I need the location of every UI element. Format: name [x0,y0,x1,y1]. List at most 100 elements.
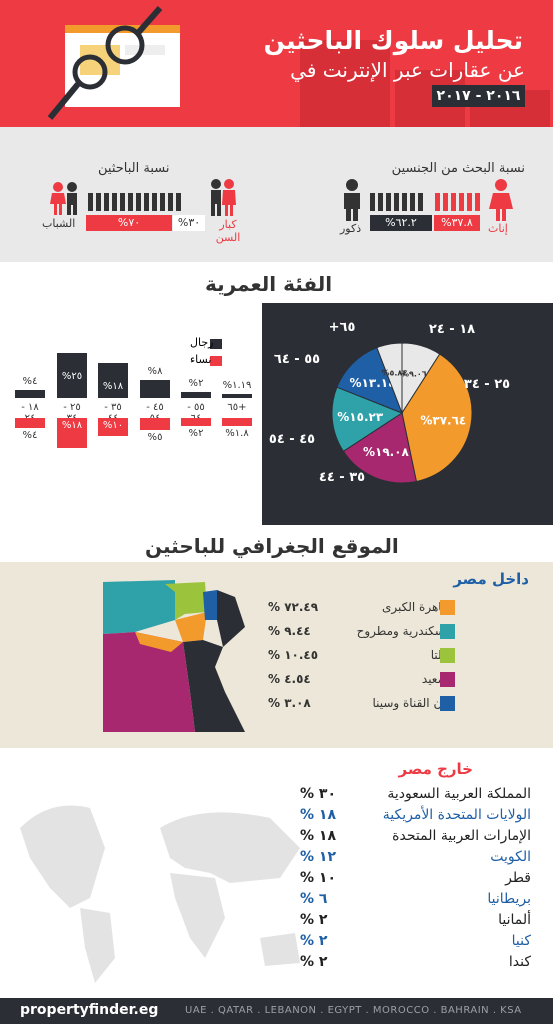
region-name: مدن القناة وسينا [372,696,455,710]
region-color-0 [440,600,455,615]
pie-slice-5 [376,342,403,414]
male-label: ذكور [340,222,362,235]
country-name: المملكة العربية السعودية [387,786,531,802]
geo-section-title: الموقع الجغرافي للباحثين [0,528,553,564]
young-pct: %٧٠ [86,215,172,231]
male-icon [344,179,360,221]
women-legend-swatch [210,356,222,366]
geo-title: الموقع الجغرافي للباحثين [145,534,399,558]
footer-countries: UAE . QATAR . LEBANON . EGYPT . MOROCCO … [185,1005,522,1016]
women-bar-1 [57,418,87,448]
country-name: قطر [505,870,531,886]
country-row-7: كنيا [512,933,531,949]
men-value-3: %٨ [147,366,163,377]
women-value-0: %٤ [22,430,38,441]
women-legend-label: نساء [190,353,212,366]
country-pct-4: % ١٠ [300,870,336,886]
men-value-4: %٢ [188,378,204,389]
country-pct-2: % ١٨ [300,828,336,844]
country-pct-7: % ٢ [300,933,328,949]
country-row-5: بريطانيا [487,891,531,907]
gender-section: نسبة البحث من الجنسين إناث ذكور %٦٢.٢ %٣… [0,127,553,262]
region-pct-0: % ٧٢.٤٩ [268,600,319,614]
men-value-2: %١٨ [102,381,124,392]
region-pct-4: % ٣.٠٨ [268,696,311,710]
old-pct: %٣٠ [173,215,205,231]
page-subtitle: عن عقارات عبر الإنترنت في [290,58,525,82]
country-row-0: المملكة العربية السعودية [387,786,531,802]
country-name: ألمانيا [498,912,531,928]
search-illustration [47,6,180,120]
men-bar-1 [57,353,87,398]
country-name: كنيا [511,933,531,949]
women-bar-2 [98,418,128,436]
inside-row-0: القاهرة الكبرى [382,600,455,614]
country-pct-5: % ٦ [300,891,328,907]
region-color-3 [440,672,455,687]
young-icon [50,182,77,215]
inside-row-4: مدن القناة وسينا [372,696,455,710]
region-pct-3: % ٤.٥٤ [268,672,311,686]
women-value-3: %٥ [147,432,163,443]
country-row-4: قطر [505,870,531,886]
women-bar-4 [181,418,211,426]
men-bar-3 [140,380,170,398]
country-pct-0: % ٣٠ [300,786,336,802]
egypt-map-panel: داخل مصر القاهرة الكبرى % ٧٢.٤٩ الإسكندرية… [0,562,553,748]
men-bar-5 [222,394,252,398]
pie-category-4: ٥٥ - ٦٤ [274,352,320,367]
men-legend-label: رجال [190,336,214,349]
header-banner: تحليل سلوك الباحثين عن عقارات عبر الإنتر… [0,0,553,127]
outside-title: خارج مصر [398,760,473,778]
age-title: الفئة العمرية [205,272,333,296]
country-name: كندا [508,954,531,970]
male-bars [370,193,423,211]
pie-category-2: ٣٥ - ٤٤ [319,470,365,485]
years-badge: ٢٠١٦ - ٢٠١٧ [432,85,525,107]
pie-slice-2 [342,412,417,484]
country-pct-3: % ١٢ [300,849,336,865]
men-value-1: %٢٥ [61,371,83,382]
men-value-5: %١.١٩ [222,380,252,391]
elderly-icon [211,179,236,216]
women-value-1: %١٨ [61,420,83,431]
female-label: إناث [488,222,508,235]
brand-logo[interactable]: propertyfinder.eg [20,1002,159,1018]
men-legend-swatch [210,339,222,349]
inside-title: داخل مصر [453,570,529,588]
country-name: الكويت [490,849,531,865]
world-map [20,805,300,983]
pie-category-3: ٤٥ - ٥٤ [269,432,315,447]
age-pie-chart: %٩.٠٦ ١٨ - ٢٤ %٣٧.٦٤ ٢٥ - ٣٤ %١٩.٠٨ ٣٥ - ٤٤ %١… [269,320,510,485]
women-value-2: %١٠ [102,420,124,431]
male-pct: %٦٢.٢ [370,215,432,231]
pie-slice-4 [336,347,403,414]
female-icon [489,179,513,221]
men-bar-2 [98,363,128,398]
egypt-map [103,580,245,732]
pie-slice-1 [401,353,473,483]
women-bar-5 [222,418,252,426]
inside-row-1: الإسكندرية ومطروح [357,624,455,638]
age-category-5: ٦٥+ [227,402,247,413]
country-row-3: الكويت [490,849,531,865]
region-pct-2: % ١٠.٤٥ [268,648,319,662]
region-color-1 [440,624,455,639]
women-bar-0 [15,418,45,428]
pie-value-2: %١٩.٠٨ [363,445,410,459]
women-bar-3 [140,418,170,430]
region-color-4 [440,696,455,711]
country-name: بريطانيا [487,891,531,907]
region-name: القاهرة الكبرى [381,600,455,614]
women-value-4: %٢ [188,428,204,439]
pie-value-3: %١٥.٢٣ [337,410,384,424]
female-bars [435,193,480,211]
country-pct-8: % ٢ [300,954,328,970]
pie-category-1: ٢٥ - ٣٤ [464,377,510,392]
pie-value-0: %٩.٠٦ [401,370,427,379]
country-pct-1: % ١٨ [300,807,336,823]
country-row-6: ألمانيا [498,912,531,928]
country-pct-6: % ٢ [300,912,328,928]
female-pct: %٣٧.٨ [434,215,480,231]
country-name: الإمارات العربية المتحدة [392,828,531,844]
